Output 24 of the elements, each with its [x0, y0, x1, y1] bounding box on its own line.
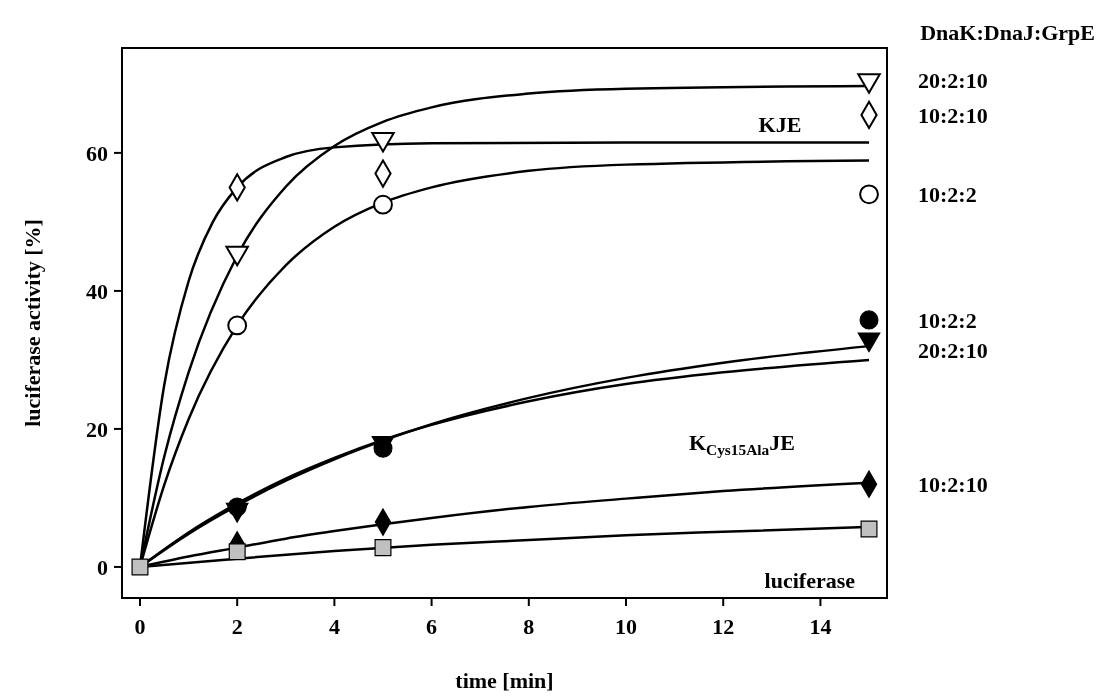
x-tick-label: 8 [523, 614, 535, 639]
annotation: KJE [758, 112, 802, 137]
text: DnaK:DnaJ:GrpE [920, 20, 1095, 45]
x-tick-label: 0 [134, 614, 146, 639]
y-tick-label: 40 [86, 278, 108, 304]
x-tick-label: 14 [809, 614, 832, 639]
x-tick-label: 12 [712, 614, 735, 639]
annotation: luciferase [764, 568, 856, 593]
y-tick-label: 20 [86, 416, 108, 442]
x-tick-label: 10 [615, 614, 638, 639]
y-tick-label: 60 [86, 140, 108, 166]
x-tick-label: 4 [328, 614, 340, 639]
series-label: 10:2:10 [918, 472, 988, 498]
series-label: 10:2:10 [918, 102, 988, 128]
x-tick-label: 6 [426, 614, 438, 639]
y-axis-title: luciferase activity [%] [20, 219, 45, 427]
annotation: K$_{Cys15Ala}$JE [688, 430, 795, 458]
y-tick-label: 0 [97, 554, 108, 580]
series-label: 20:2:10 [918, 68, 988, 94]
series-label: 10:2:2 [918, 307, 977, 333]
series-label: 20:2:10 [918, 337, 988, 363]
x-axis-title: time [min] [455, 668, 554, 693]
x-tick-label: 2 [231, 614, 243, 639]
series-label: 10:2:2 [918, 182, 977, 208]
